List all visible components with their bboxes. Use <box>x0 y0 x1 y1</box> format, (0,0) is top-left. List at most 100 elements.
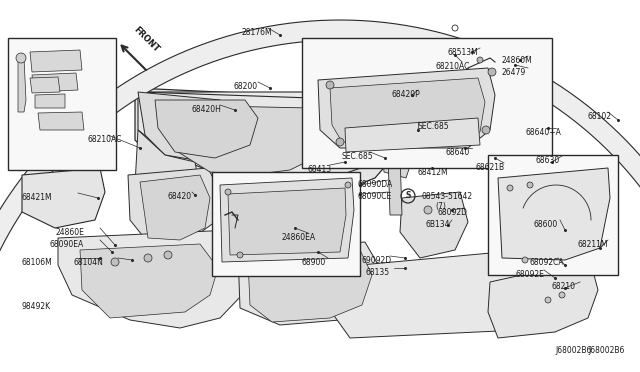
Text: 68210: 68210 <box>552 282 576 291</box>
Circle shape <box>507 185 513 191</box>
Text: 68630: 68630 <box>536 156 560 165</box>
Text: 68211M: 68211M <box>578 240 609 249</box>
Polygon shape <box>382 140 412 178</box>
Text: SEC.685: SEC.685 <box>342 152 374 161</box>
Text: 68600: 68600 <box>534 220 558 229</box>
Polygon shape <box>140 175 210 240</box>
Text: 68092CA: 68092CA <box>530 258 564 267</box>
Polygon shape <box>0 20 640 259</box>
Polygon shape <box>32 73 78 92</box>
Text: S: S <box>405 192 411 201</box>
Polygon shape <box>30 50 82 72</box>
Polygon shape <box>488 260 598 338</box>
Text: 68621B: 68621B <box>476 163 505 172</box>
Text: FRONT: FRONT <box>132 25 161 54</box>
Text: 08543-51642: 08543-51642 <box>422 192 473 201</box>
Circle shape <box>488 68 496 76</box>
Polygon shape <box>80 244 218 318</box>
Polygon shape <box>35 94 65 108</box>
Polygon shape <box>498 168 610 260</box>
Text: 68413: 68413 <box>307 165 331 174</box>
Text: 68420H: 68420H <box>192 105 222 114</box>
Circle shape <box>326 81 334 89</box>
Circle shape <box>477 57 483 63</box>
Text: 68104N: 68104N <box>74 258 104 267</box>
Polygon shape <box>58 230 250 328</box>
Circle shape <box>522 257 528 263</box>
Text: 68102: 68102 <box>588 112 612 121</box>
Polygon shape <box>138 92 235 160</box>
Circle shape <box>345 182 351 188</box>
Circle shape <box>527 182 533 188</box>
Polygon shape <box>328 248 558 338</box>
Polygon shape <box>18 58 26 112</box>
Polygon shape <box>238 242 380 325</box>
Text: 68420: 68420 <box>168 192 192 201</box>
Polygon shape <box>138 92 390 178</box>
Text: 68640+A: 68640+A <box>526 128 562 137</box>
Polygon shape <box>388 155 402 215</box>
Polygon shape <box>248 250 372 322</box>
Circle shape <box>225 189 231 195</box>
Text: (7): (7) <box>435 202 446 211</box>
Text: 68135: 68135 <box>366 268 390 277</box>
Polygon shape <box>135 88 400 198</box>
Bar <box>488 155 618 275</box>
Text: 68513M: 68513M <box>448 48 479 57</box>
Circle shape <box>111 258 119 266</box>
Text: 24860M: 24860M <box>502 56 532 65</box>
Circle shape <box>164 251 172 259</box>
Polygon shape <box>388 100 445 162</box>
Text: 68092E: 68092E <box>516 270 545 279</box>
Circle shape <box>482 126 490 134</box>
Polygon shape <box>138 92 355 155</box>
Text: 26479: 26479 <box>502 68 526 77</box>
Polygon shape <box>38 112 84 130</box>
Text: 6B134: 6B134 <box>426 220 451 229</box>
Polygon shape <box>22 168 105 228</box>
Polygon shape <box>135 130 200 215</box>
Circle shape <box>336 138 344 146</box>
Text: 68106M: 68106M <box>22 258 52 267</box>
Polygon shape <box>318 68 495 148</box>
Polygon shape <box>385 85 440 140</box>
Circle shape <box>16 53 26 63</box>
Text: 68420P: 68420P <box>392 90 420 99</box>
Circle shape <box>307 49 313 55</box>
Text: J68002B6: J68002B6 <box>556 346 592 355</box>
Text: 68421M: 68421M <box>22 193 52 202</box>
Circle shape <box>144 254 152 262</box>
Polygon shape <box>400 192 468 258</box>
Text: 24860EA: 24860EA <box>282 233 316 242</box>
Polygon shape <box>155 100 258 158</box>
Circle shape <box>545 297 551 303</box>
Bar <box>212 172 360 276</box>
Circle shape <box>424 206 432 214</box>
Circle shape <box>452 25 458 31</box>
Text: 68090DA: 68090DA <box>358 180 393 189</box>
Polygon shape <box>128 168 220 245</box>
Polygon shape <box>430 108 460 150</box>
Bar <box>302 38 552 168</box>
Text: SEC.685: SEC.685 <box>418 122 450 131</box>
Polygon shape <box>220 178 354 262</box>
Text: 68200: 68200 <box>234 82 258 91</box>
Text: 68090CE: 68090CE <box>358 192 392 201</box>
Text: 68640: 68640 <box>446 148 470 157</box>
Polygon shape <box>228 188 346 255</box>
Text: 68092D: 68092D <box>438 208 468 217</box>
Polygon shape <box>170 105 330 175</box>
Text: 68412M: 68412M <box>418 168 449 177</box>
Polygon shape <box>345 118 480 152</box>
Text: 28176M: 28176M <box>242 28 273 37</box>
Text: 69092D: 69092D <box>362 256 392 265</box>
Text: 68210AC: 68210AC <box>435 62 469 71</box>
Text: 68210AC: 68210AC <box>88 135 122 144</box>
Text: J68002B6: J68002B6 <box>589 346 625 355</box>
Polygon shape <box>30 77 60 93</box>
Text: 98492K: 98492K <box>21 302 51 311</box>
Bar <box>8 38 116 170</box>
Text: 24860E: 24860E <box>55 228 84 237</box>
Text: 68090EA: 68090EA <box>50 240 84 249</box>
Circle shape <box>559 292 565 298</box>
